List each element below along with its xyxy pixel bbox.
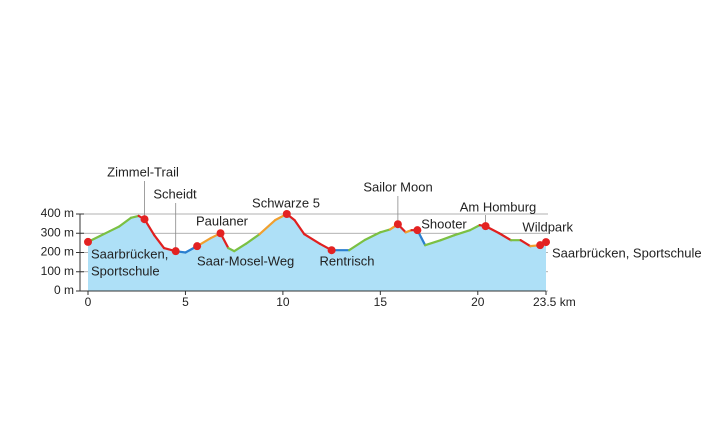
waypoint-label: Saarbrücken, Sportschule [552,245,702,260]
x-tick-label: 0 [85,295,92,309]
waypoint-label: Saarbrücken, [91,246,168,261]
y-tick-label: 0 m [54,283,74,297]
profile-segment [424,239,442,247]
profile-segment [244,233,261,245]
profile-segment [348,238,366,252]
profile-segment [379,228,392,234]
waypoint-marker [84,237,92,246]
y-tick-label: 100 m [41,264,74,278]
x-tick-label: 5 [182,295,189,309]
waypoint-marker [282,210,291,218]
x-tick-label: 15 [374,295,388,309]
profile-segment [498,232,513,242]
profile-segment [98,230,111,238]
profile-segment [258,219,277,236]
profile-segment [303,233,322,245]
waypoint-label: Paulaner [196,213,249,228]
waypoint-label: Wildpark [522,219,573,234]
waypoint-marker [193,242,202,251]
waypoint-label: Sportschule [91,263,160,278]
waypoint-marker [413,226,422,235]
waypoint-marker [327,246,336,255]
profile-segment [293,219,306,236]
profile-segment [453,229,472,237]
waypoint-label: Sailor Moon [363,179,432,194]
profile-segment [129,214,140,219]
elevation-area [88,214,546,291]
waypoint-label: Zimmel-Trail [107,164,179,179]
waypoint-label: Shooter [421,216,467,231]
waypoint-label: Rentrisch [320,253,375,268]
waypoint-marker [481,222,490,231]
profile-segment [439,234,456,242]
waypoint-label: Am Homburg [460,199,537,214]
profile-segment [108,225,121,233]
y-tick-label: 300 m [41,225,74,239]
waypoint-label: Saar-Mosel-Weg [197,253,294,268]
profile-segment [519,239,532,248]
y-tick-label: 200 m [41,245,74,259]
profile-segment [363,231,382,242]
waypoint-marker [393,220,402,229]
x-tick-label: 10 [276,295,290,309]
waypoint-marker [542,238,550,247]
profile-segment [233,242,247,253]
y-tick-label: 400 m [41,206,74,220]
waypoint-label: Schwarze 5 [252,195,320,210]
profile-segment [227,246,236,253]
waypoint-label: Scheidt [153,186,197,201]
waypoint-marker [216,229,225,238]
waypoint-marker [140,215,149,224]
x-tick-label: 20 [471,295,485,309]
waypoint-marker [171,247,180,256]
x-tick-label: 23.5 km [533,295,576,309]
profile-segment [153,234,166,250]
profile-segment [468,224,481,232]
profile-segment [118,216,132,228]
